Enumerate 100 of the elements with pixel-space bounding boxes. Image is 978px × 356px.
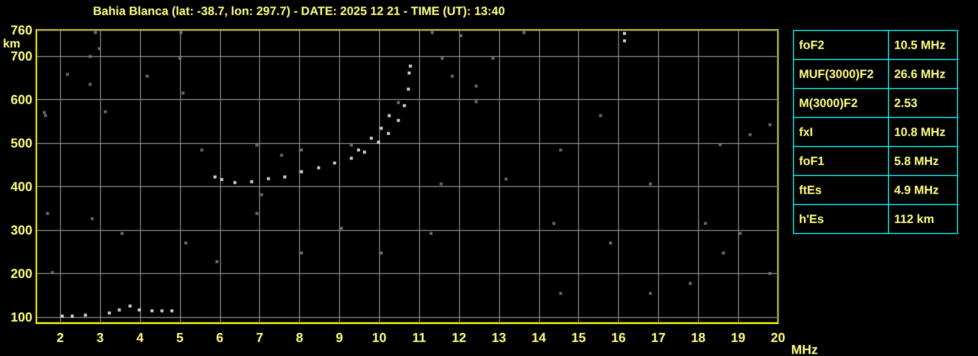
point	[94, 31, 97, 34]
point	[213, 175, 216, 178]
point	[88, 55, 92, 58]
category-label: foF2	[794, 30, 889, 60]
y-tick-label: 200	[10, 266, 32, 281]
point	[46, 212, 50, 215]
x-tick-label: 19	[730, 330, 746, 345]
point	[559, 148, 562, 152]
point	[738, 232, 742, 235]
x-tick-label: 2	[56, 330, 64, 345]
point	[340, 226, 343, 230]
point	[182, 92, 185, 95]
x-tick-label: 13	[492, 330, 506, 345]
point	[460, 34, 462, 38]
point	[768, 123, 772, 126]
point	[408, 72, 411, 75]
x-tick-label: 10	[372, 330, 386, 345]
x-tick-label: 16	[611, 330, 626, 345]
y-tick-label: 500	[10, 136, 32, 151]
point	[88, 82, 92, 86]
x-tick-label: 12	[452, 330, 466, 345]
point	[333, 162, 336, 165]
point	[522, 31, 526, 34]
point	[44, 114, 48, 118]
point	[104, 110, 107, 114]
point	[688, 282, 692, 285]
point	[388, 114, 391, 118]
category-label: h'Es	[794, 204, 889, 234]
point	[622, 39, 626, 42]
point	[648, 292, 652, 295]
point	[160, 309, 164, 312]
category-label: ftEs	[794, 176, 889, 204]
y-axis-title: km	[3, 36, 20, 51]
y-tick-label: 760	[10, 22, 32, 38]
point	[396, 101, 400, 104]
point	[283, 175, 286, 178]
x-tick-label: 8	[296, 330, 304, 345]
point	[552, 222, 556, 225]
point	[255, 212, 258, 215]
point	[363, 150, 366, 154]
point	[648, 182, 652, 186]
point	[380, 126, 383, 130]
point	[84, 314, 87, 317]
chart-title: Bahia Blanca (lat: -38.7, lon: 297.7) - DATE: 2025 12 21 - TIME (UT): 13:40	[93, 4, 506, 18]
point	[138, 308, 141, 312]
point	[599, 114, 602, 118]
point	[380, 252, 383, 255]
point	[440, 182, 443, 186]
text: 112 km	[894, 212, 934, 226]
point	[118, 308, 121, 312]
point	[280, 154, 284, 157]
text: 10.5 MHz	[894, 38, 946, 52]
point	[200, 148, 204, 152]
category-label: MUF(3000)F2	[794, 60, 889, 88]
point	[146, 74, 149, 78]
point	[255, 144, 258, 147]
point	[386, 132, 390, 135]
point	[609, 242, 612, 245]
x-tick-label: 18	[691, 330, 706, 345]
y-tick-label: 400	[10, 179, 32, 194]
point	[396, 118, 400, 122]
y-tick-label: 300	[10, 222, 32, 238]
y-tick-label: 600	[10, 92, 32, 108]
x-tick-label: 5	[176, 330, 184, 345]
point	[450, 74, 454, 78]
point	[491, 56, 494, 60]
text: 2.53	[894, 96, 918, 110]
x-tick-label: 3	[96, 330, 104, 345]
point	[408, 64, 412, 68]
point	[260, 193, 264, 196]
x-tick-label: 9	[336, 330, 344, 345]
point	[108, 312, 111, 314]
point	[70, 314, 74, 318]
point	[622, 32, 626, 35]
point	[559, 292, 562, 295]
x-tick-label: 7	[256, 330, 264, 345]
point	[704, 222, 707, 225]
point	[180, 31, 183, 34]
point	[266, 177, 270, 180]
point	[440, 56, 444, 60]
point	[42, 111, 46, 114]
point	[317, 166, 320, 170]
point	[430, 232, 433, 235]
point	[430, 31, 434, 34]
point	[250, 180, 254, 184]
point	[406, 88, 410, 91]
point	[300, 252, 304, 255]
point	[474, 100, 478, 104]
point	[50, 271, 54, 274]
text: 5.8 MHz	[894, 154, 939, 168]
point	[150, 309, 154, 312]
y-tick-label: 100	[10, 309, 32, 324]
x-tick-label: 6	[216, 330, 224, 345]
point	[300, 148, 304, 152]
point	[357, 148, 360, 152]
category-label: foF1	[794, 146, 889, 176]
x-tick-label: 20	[770, 330, 786, 345]
point	[376, 140, 380, 144]
text: 4.9 MHz	[894, 183, 939, 197]
category-label: fxI	[794, 118, 889, 146]
